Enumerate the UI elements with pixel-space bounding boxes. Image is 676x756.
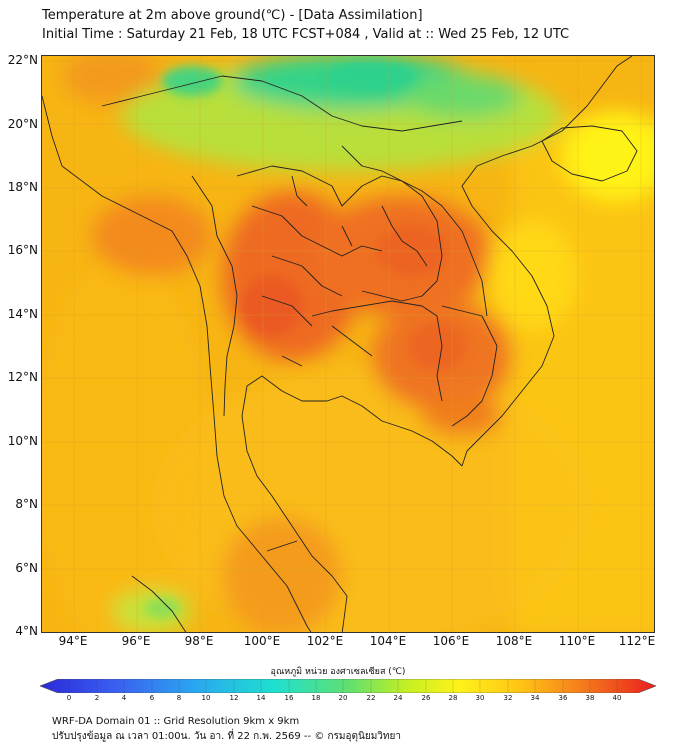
lat-label-8n: 8°N: [15, 497, 38, 511]
border-myanmar-thailand: [191, 175, 238, 417]
warm-zone-myanmar-coast: [92, 196, 212, 276]
colorbar-tick-10: 10: [201, 694, 211, 702]
border-china: [101, 75, 463, 132]
colorbar-tick-32: 32: [503, 694, 513, 702]
colorbar-tick-12: 12: [229, 694, 239, 702]
coastline-vietnam: [461, 56, 633, 467]
colorbar: [40, 679, 656, 693]
colorbar-tick-22: 22: [366, 694, 376, 702]
colorbar-tick-36: 36: [558, 694, 568, 702]
colorbar-tick-24: 24: [393, 694, 403, 702]
lon-label-100e: 100°E: [243, 634, 281, 648]
lat-label-16n: 16°N: [7, 243, 38, 257]
chart-title: Temperature at 2m above ground(℃) - [Dat…: [42, 8, 423, 23]
lon-label-102e: 102°E: [306, 634, 344, 648]
hot-spot-3: [407, 321, 467, 371]
colorbar-tick-6: 6: [149, 694, 155, 702]
lat-label-18n: 18°N: [7, 180, 38, 194]
colorbar-tick-2: 2: [94, 694, 100, 702]
border-thailand-laos: [236, 165, 443, 302]
border-laos-vietnam: [341, 145, 488, 317]
colorbar-tick-18: 18: [311, 694, 321, 702]
warm-zone-peninsula: [222, 516, 342, 632]
lon-label-96e: 96°E: [121, 634, 151, 648]
lon-label-110e: 110°E: [558, 634, 596, 648]
footer-update-info: ปรับปรุงข้อมูล ณ เวลา 01:00น. วัน อา. ที…: [52, 731, 401, 742]
lon-label-112e: 112°E: [618, 634, 656, 648]
cold-zone-north-east: [402, 74, 522, 118]
temperature-detail: [144, 62, 467, 618]
colorbar-tick-0: 0: [66, 694, 72, 702]
province-lines-1: [251, 205, 383, 367]
lon-label-106e: 106°E: [432, 634, 470, 648]
lat-label-14n: 14°N: [7, 307, 38, 321]
coastline-borneo: [131, 575, 187, 632]
cold-spot-3: [144, 598, 180, 618]
lon-label-94e: 94°E: [58, 634, 88, 648]
hot-spot-1: [242, 276, 302, 336]
lat-label-10n: 10°N: [7, 434, 38, 448]
colorbar-tick-16: 16: [284, 694, 294, 702]
footer-domain-info: WRF-DA Domain 01 :: Grid Resolution 9km …: [52, 716, 300, 727]
border-cambodia-vietnam: [441, 305, 498, 427]
colorbar-title: อุณหภูมิ หน่วย องศาเซลเซียส (℃): [270, 667, 406, 677]
province-lines-2: [291, 175, 428, 267]
cool-zone-hainan: [562, 111, 654, 201]
colorbar-separators: [68, 679, 618, 693]
map-gridlines: [42, 56, 654, 632]
hot-zone-south-cambodia: [422, 396, 502, 436]
colorbar-tick-20: 20: [338, 694, 348, 702]
coastlines-and-borders: [42, 56, 638, 632]
colorbar-tick-28: 28: [448, 694, 458, 702]
coastline-hainan: [541, 125, 638, 182]
ocean-field-andaman-sea: [42, 256, 212, 632]
coastline-peninsula-east: [241, 375, 463, 632]
border-malaysia-thailand: [266, 540, 298, 552]
temperature-map: [41, 55, 655, 633]
forecast-time-subtitle: Initial Time : Saturday 21 Feb, 18 UTC F…: [42, 27, 570, 42]
colorbar-tick-14: 14: [256, 694, 266, 702]
border-thailand-cambodia: [311, 300, 443, 402]
colorbar-tick-26: 26: [421, 694, 431, 702]
cold-spot-2: [327, 62, 417, 90]
cold-spot-1: [162, 66, 222, 96]
colorbar-tick-8: 8: [176, 694, 182, 702]
lon-label-108e: 108°E: [495, 634, 533, 648]
lat-label-20n: 20°N: [7, 117, 38, 131]
colorbar-tick-40: 40: [612, 694, 622, 702]
ocean-field-gulf-of-thailand: [152, 366, 592, 632]
lat-label-12n: 12°N: [7, 370, 38, 384]
lat-label-22n: 22°N: [7, 53, 38, 67]
colorbar-tick-34: 34: [530, 694, 540, 702]
lon-label-104e: 104°E: [369, 634, 407, 648]
colorbar-gradient: [40, 679, 656, 693]
lon-label-98e: 98°E: [184, 634, 214, 648]
colorbar-tick-4: 4: [121, 694, 127, 702]
colorbar-tick-38: 38: [585, 694, 595, 702]
lat-label-4n: 4°N: [15, 624, 38, 638]
coastline-myanmar-thailand-west: [42, 95, 312, 632]
lat-label-6n: 6°N: [15, 561, 38, 575]
colorbar-tick-30: 30: [475, 694, 485, 702]
